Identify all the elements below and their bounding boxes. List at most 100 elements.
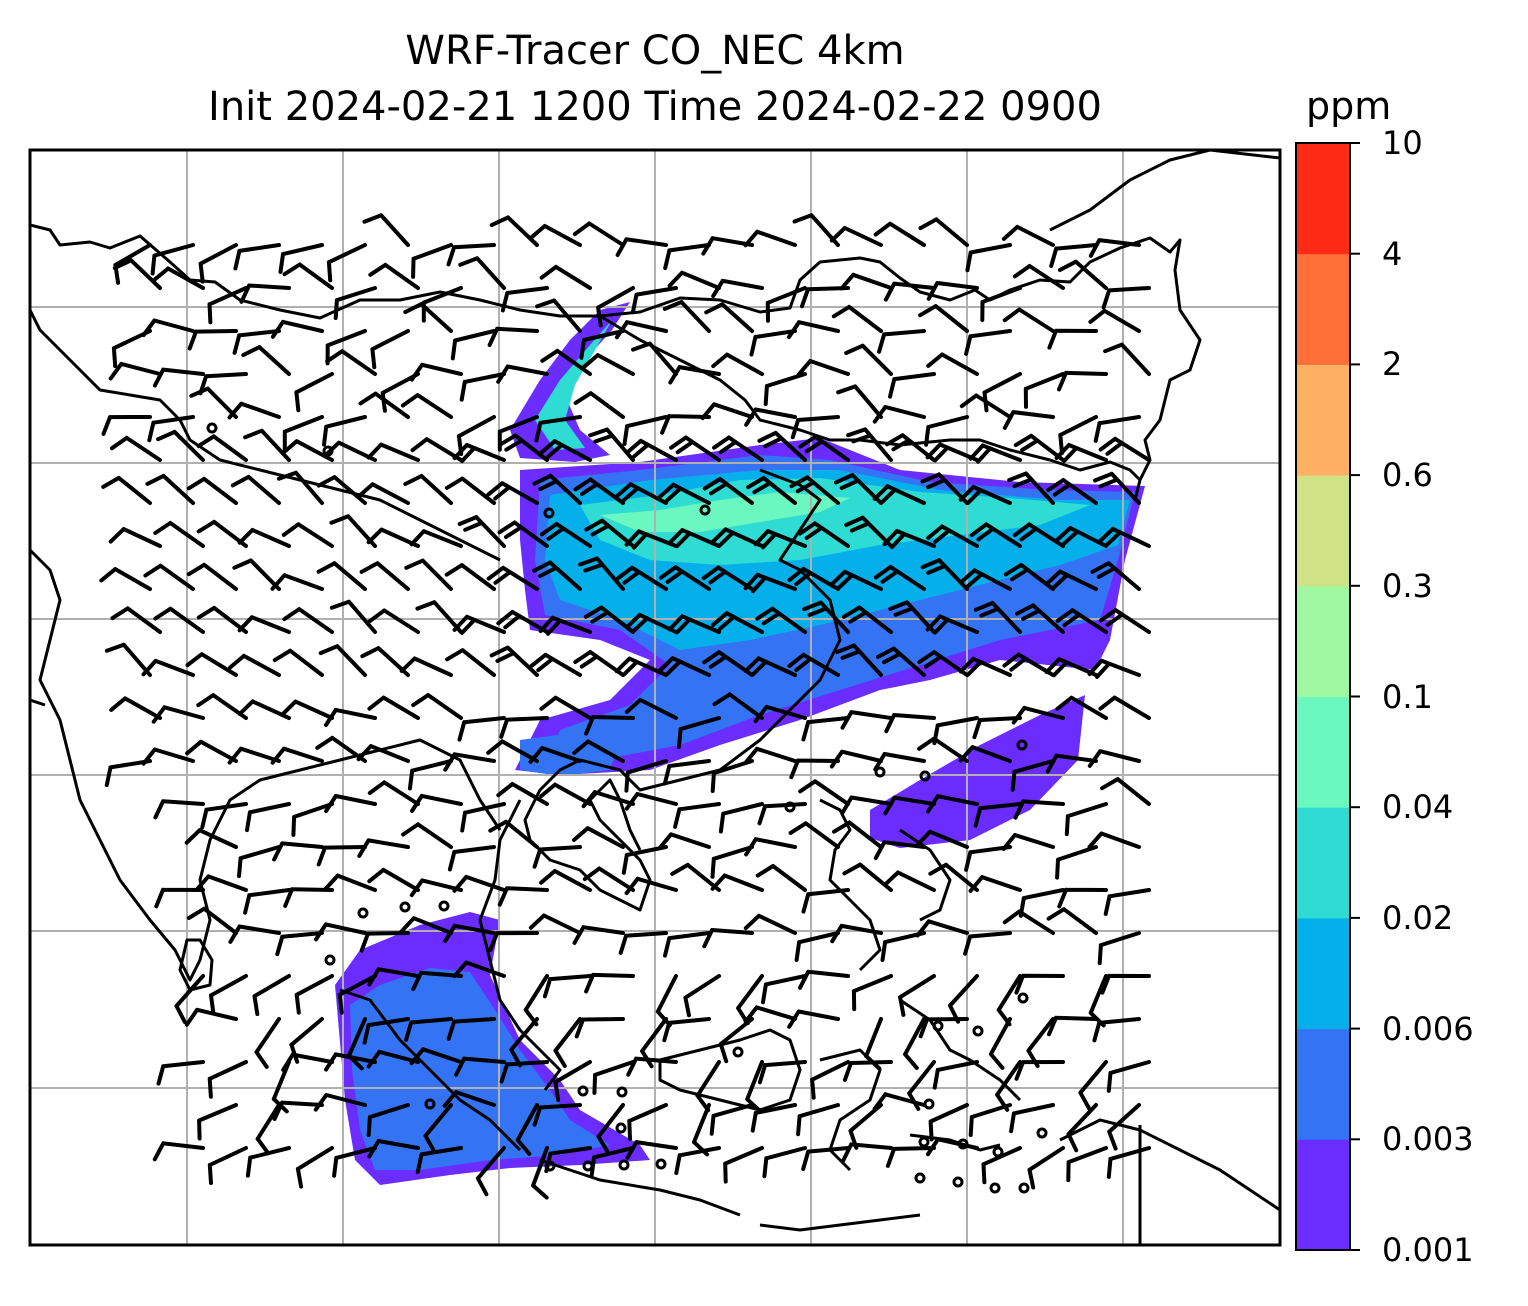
wind-barb [872, 405, 926, 424]
wind-barb [153, 521, 205, 548]
wind-barb [582, 866, 635, 892]
wind-barb [184, 828, 238, 849]
wind-barb [712, 435, 764, 462]
wind-barb [368, 262, 420, 290]
wind-barb [337, 974, 377, 1015]
coastlines [30, 150, 1280, 1245]
wind-barb [154, 887, 205, 909]
wind-barb [1093, 471, 1141, 505]
wind-barb [753, 529, 807, 550]
wind-barb [553, 1017, 582, 1068]
wind-barb [1097, 526, 1151, 548]
wind-barb [574, 1017, 625, 1039]
wind-barb [409, 529, 463, 548]
wind-barb [968, 1103, 1012, 1137]
wind-barb [409, 878, 463, 898]
wind-barb [282, 262, 334, 290]
wind-barb [1049, 243, 1098, 268]
wind-barb [475, 1146, 506, 1197]
wind-barb [272, 648, 324, 677]
wind-barb [842, 1060, 893, 1082]
wind-barb [446, 243, 496, 267]
wind-barb [534, 415, 582, 443]
wind-barb [615, 237, 668, 257]
wind-barb [529, 652, 582, 677]
wind-barb [749, 329, 797, 357]
wind-barb [790, 415, 840, 440]
wind-barb [245, 1146, 291, 1178]
wind-barb [532, 560, 582, 591]
wind-barb [829, 749, 883, 769]
wind-barb [973, 601, 1022, 634]
wind-barb [746, 476, 797, 505]
calm-marker [615, 1122, 627, 1134]
wind-barb [884, 713, 936, 734]
wind-barb [450, 329, 496, 361]
colorbar-tick-label: 0.02 [1382, 898, 1454, 937]
wind-barb [835, 643, 883, 677]
wind-barb [614, 320, 668, 340]
wind-barb [1106, 1146, 1151, 1179]
wind-barb [959, 568, 1012, 591]
wind-barb [108, 527, 162, 548]
wind-barb [1087, 658, 1141, 679]
wind-barb [270, 319, 324, 339]
wind-barb [750, 1103, 797, 1133]
wind-barb [367, 867, 420, 892]
wind-barb [232, 558, 281, 591]
wind-barb [227, 746, 281, 765]
wind-barb [1090, 561, 1141, 591]
wind-barb [104, 642, 152, 677]
wind-barb [538, 615, 592, 636]
wind-barb [972, 716, 1022, 740]
wind-barb [366, 1103, 410, 1137]
wind-barb [101, 475, 152, 505]
calm-marker [655, 1158, 667, 1170]
calm-marker [544, 1160, 556, 1172]
wind-barb [531, 1146, 549, 1200]
wind-barb [963, 931, 1012, 956]
wind-barb [282, 607, 334, 634]
calm-marker [972, 1025, 984, 1037]
wind-barb [316, 845, 367, 867]
wind-barb [227, 401, 281, 420]
wind-barb [903, 1017, 926, 1070]
wind-barb [1097, 931, 1141, 966]
wind-barb [532, 473, 582, 505]
wind-barb [846, 427, 893, 462]
wind-barb [295, 1146, 334, 1189]
wind-barb [872, 484, 926, 505]
wind-barb [630, 286, 678, 315]
wind-barb [743, 229, 797, 248]
wind-barb [801, 1146, 850, 1171]
wind-barb [185, 652, 238, 677]
wind-barb [711, 352, 764, 376]
wind-barb [692, 1103, 711, 1157]
calm-marker [732, 1046, 744, 1058]
gridlines [30, 150, 1280, 1245]
wind-barb [401, 822, 453, 849]
colorbar-tick-label: 0.3 [1382, 566, 1433, 605]
colorbar-segment [1296, 253, 1350, 365]
wind-barb [488, 819, 539, 849]
wind-barb [150, 243, 195, 276]
wind-barb [153, 799, 205, 820]
wind-barb [925, 614, 979, 635]
wind-barb [581, 790, 635, 809]
wind-barb [197, 1103, 238, 1141]
wind-barb [794, 931, 840, 962]
wind-barb [403, 474, 453, 505]
wind-barb [230, 474, 281, 505]
calm-marker [543, 507, 555, 519]
wind-barb [332, 1146, 377, 1178]
calm-marker [438, 900, 450, 912]
wind-barb [457, 515, 506, 548]
wind-barb [141, 747, 195, 766]
wind-barb [445, 648, 496, 677]
wind-barb [141, 318, 195, 337]
wind-barb [753, 704, 807, 724]
wind-barb [928, 1103, 969, 1142]
wind-barb [486, 739, 539, 763]
wind-barb [667, 270, 721, 290]
wind-barb [446, 1017, 496, 1041]
